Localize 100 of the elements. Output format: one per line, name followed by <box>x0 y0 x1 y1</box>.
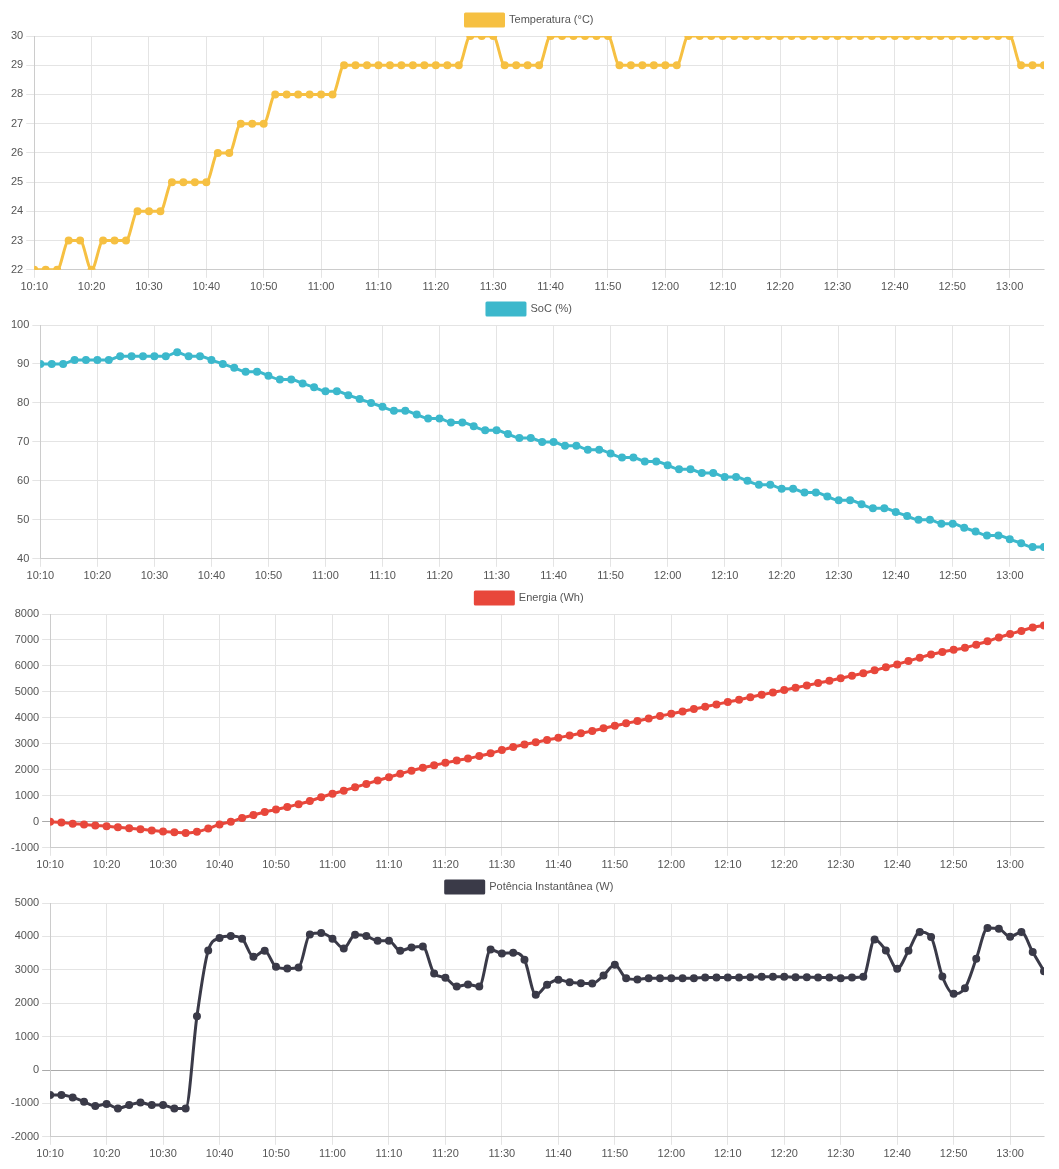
x-tick-label: 11:10 <box>369 569 396 582</box>
x-tick-label: 10:10 <box>26 569 55 582</box>
x-tick-label: 10:50 <box>254 569 283 582</box>
x-tick-label: 12:50 <box>938 569 967 582</box>
x-tick-label: 12:40 <box>881 280 909 293</box>
y-tick-label: 1000 <box>14 1029 40 1042</box>
x-tick-label: 10:50 <box>262 858 290 871</box>
y-tick-label: 0 <box>33 1063 40 1076</box>
x-tick-label: 10:40 <box>205 1147 234 1160</box>
y-tick-label: 8000 <box>14 607 40 620</box>
y-tick-label: 2000 <box>14 996 40 1009</box>
x-tick-label: 11:40 <box>545 1147 572 1160</box>
x-tick-label: 12:20 <box>766 280 794 293</box>
x-tick-label: 10:30 <box>149 858 177 871</box>
x-tick-label: 11:30 <box>483 569 510 582</box>
x-tick-label: 12:10 <box>714 858 742 871</box>
x-tick-label: 13:00 <box>995 280 1024 293</box>
y-tick-label: 29 <box>10 58 24 71</box>
x-tick-label: 11:50 <box>601 1147 629 1160</box>
x-tick-label: 12:30 <box>826 858 855 871</box>
x-tick-label: 12:10 <box>714 1147 742 1160</box>
x-tick-label: 11:00 <box>307 280 335 293</box>
x-tick-label: 12:00 <box>653 569 682 582</box>
x-tick-label: 12:30 <box>826 1147 855 1160</box>
x-tick-label: 11:00 <box>312 569 339 582</box>
x-tick-label: 12:00 <box>651 280 680 293</box>
x-tick-label: 11:20 <box>432 858 459 871</box>
x-tick-label: 10:30 <box>149 1147 177 1160</box>
x-tick-label: 12:20 <box>770 1147 798 1160</box>
x-tick-label: 11:50 <box>597 569 624 582</box>
y-tick-label: 0 <box>33 814 40 827</box>
x-tick-label: 12:20 <box>767 569 796 582</box>
x-tick-label: 11:20 <box>432 1147 459 1160</box>
x-tick-label: 12:10 <box>708 280 737 293</box>
x-tick-label: 12:40 <box>883 858 911 871</box>
x-tick-label: 10:30 <box>135 280 163 293</box>
x-tick-label: 11:10 <box>375 858 403 871</box>
x-tick-label: 12:40 <box>883 1147 911 1160</box>
y-tick-label: -2000 <box>10 1129 40 1142</box>
y-tick-label: 23 <box>10 233 24 246</box>
y-tick-label: 26 <box>10 145 24 158</box>
x-tick-label: 10:10 <box>20 280 48 293</box>
y-tick-label: 90 <box>17 357 30 369</box>
x-tick-label: 12:30 <box>824 569 853 582</box>
x-tick-label: 11:20 <box>422 280 450 293</box>
y-tick-label: 25 <box>10 175 24 188</box>
x-tick-label: 12:00 <box>657 858 686 871</box>
y-tick-label: 6000 <box>14 658 40 671</box>
y-tick-label: 3000 <box>14 962 40 975</box>
x-tick-label: 11:00 <box>319 1147 346 1160</box>
y-tick-label: 5000 <box>14 684 40 697</box>
x-tick-label: 10:20 <box>92 1147 121 1160</box>
legend-label: SoC (%) <box>530 302 573 315</box>
x-tick-label: 12:50 <box>938 280 966 293</box>
x-tick-label: 11:40 <box>540 569 567 582</box>
x-tick-label: 10:20 <box>77 280 106 293</box>
x-tick-label: 13:00 <box>996 858 1024 871</box>
x-tick-label: 10:40 <box>197 569 226 582</box>
x-tick-label: 12:30 <box>823 280 852 293</box>
x-tick-label: 10:30 <box>140 569 169 582</box>
x-tick-label: 11:30 <box>488 858 516 871</box>
x-tick-label: 13:00 <box>996 569 1024 582</box>
y-tick-label: 27 <box>10 116 24 129</box>
x-tick-label: 10:40 <box>205 858 234 871</box>
y-tick-label: 24 <box>10 204 24 217</box>
y-tick-label: 2000 <box>14 762 40 775</box>
y-tick-label: 40 <box>17 551 30 564</box>
y-tick-label: 28 <box>10 87 24 100</box>
y-tick-label: 3000 <box>14 736 40 749</box>
x-tick-label: 10:20 <box>92 858 121 871</box>
x-tick-label: 11:10 <box>375 1147 403 1160</box>
y-tick-label: 100 <box>10 318 30 331</box>
y-tick-label: 30 <box>10 29 24 42</box>
y-tick-label: 7000 <box>14 633 40 646</box>
x-tick-label: 12:00 <box>657 1147 686 1160</box>
x-tick-label: 10:10 <box>36 858 64 871</box>
x-tick-label: 10:20 <box>83 569 112 582</box>
x-tick-label: 11:30 <box>488 1147 516 1160</box>
legend-label: Energia (Wh) <box>518 591 584 604</box>
x-tick-label: 12:50 <box>939 1147 968 1160</box>
x-tick-label: 12:50 <box>939 858 968 871</box>
x-tick-label: 11:50 <box>594 280 622 293</box>
legend-label: Temperatura (°C) <box>509 13 594 26</box>
y-tick-label: 4000 <box>14 710 40 723</box>
x-tick-label: 11:10 <box>365 280 392 293</box>
y-tick-label: 4000 <box>14 929 40 942</box>
x-tick-label: 11:50 <box>601 858 629 871</box>
y-tick-label: 1000 <box>14 788 40 801</box>
x-tick-label: 11:20 <box>426 569 453 582</box>
x-tick-label: 12:20 <box>770 858 798 871</box>
y-tick-label: 5000 <box>14 896 40 909</box>
x-tick-label: 12:40 <box>881 569 910 582</box>
x-tick-label: 10:50 <box>249 280 278 293</box>
x-tick-label: 12:10 <box>710 569 739 582</box>
y-tick-label: 80 <box>17 395 30 408</box>
y-tick-label: -1000 <box>10 840 40 853</box>
y-tick-label: 70 <box>17 434 30 447</box>
x-tick-label: 10:10 <box>36 1147 64 1160</box>
legend-label: Potência Instantânea (W) <box>489 880 614 893</box>
y-tick-label: 22 <box>10 262 24 275</box>
